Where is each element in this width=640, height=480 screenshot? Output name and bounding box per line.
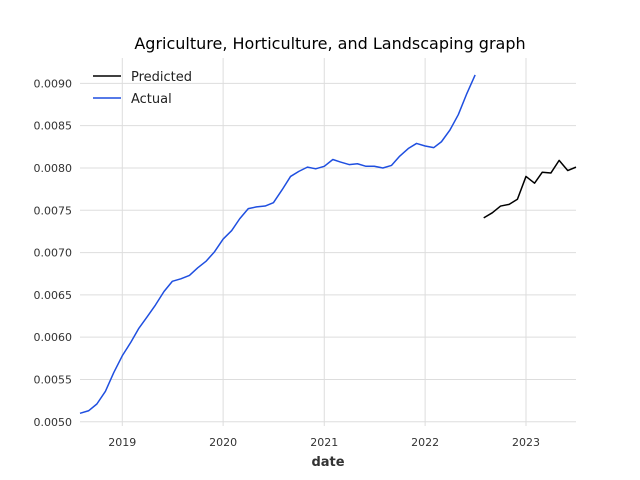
y-tick-label: 0.0060 <box>34 331 73 344</box>
legend: Predicted Actual <box>93 70 192 107</box>
y-tick-label: 0.0050 <box>34 416 73 429</box>
y-tick-label: 0.0075 <box>34 204 73 217</box>
series-line-actual <box>79 74 476 415</box>
x-tick-label: 2023 <box>512 436 540 449</box>
chart-title: Agriculture, Horticulture, and Landscapi… <box>134 34 525 53</box>
series-line-predicted <box>483 159 577 219</box>
grid-lines <box>80 58 576 426</box>
y-axis: 0.0050 0.0055 0.0060 0.0065 0.0070 0.0075 0.00… <box>34 77 73 428</box>
x-tick-label: 2020 <box>209 436 237 449</box>
series-layer <box>79 74 577 415</box>
y-tick-label: 0.0090 <box>34 77 73 90</box>
x-axis-label: date <box>311 455 344 470</box>
y-tick-label: 0.0070 <box>34 247 73 260</box>
y-tick-label: 0.0055 <box>34 373 73 386</box>
legend-label-actual: Actual <box>131 92 172 107</box>
x-tick-label: 2022 <box>411 436 439 449</box>
y-tick-label: 0.0080 <box>34 162 73 175</box>
y-tick-label: 0.0065 <box>34 289 73 302</box>
y-tick-label: 0.0085 <box>34 120 73 133</box>
x-tick-label: 2019 <box>108 436 136 449</box>
x-axis: 2019 2020 2021 2022 2023 <box>108 436 540 449</box>
x-tick-label: 2021 <box>310 436 338 449</box>
legend-label-predicted: Predicted <box>131 70 192 85</box>
